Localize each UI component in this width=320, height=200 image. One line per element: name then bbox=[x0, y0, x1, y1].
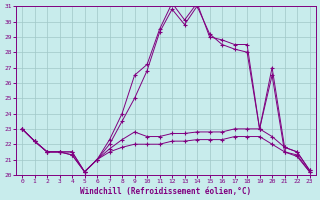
X-axis label: Windchill (Refroidissement éolien,°C): Windchill (Refroidissement éolien,°C) bbox=[80, 187, 252, 196]
